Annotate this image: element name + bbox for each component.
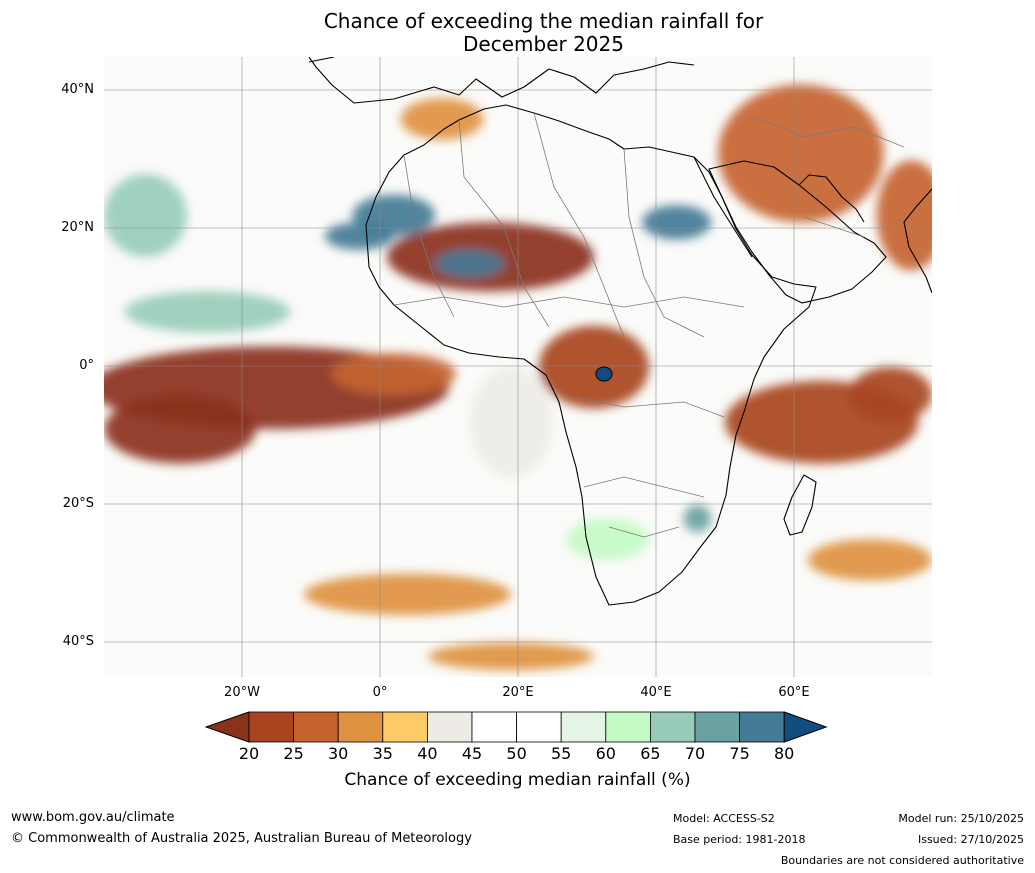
region-sahara-wet-sw xyxy=(324,222,394,250)
region-south-atlantic-mixed-dry xyxy=(304,573,512,615)
map-canvas xyxy=(104,57,932,677)
coastlines xyxy=(308,57,932,606)
lon-label-20e: 20°E xyxy=(502,685,534,700)
colorbar-tick-label: 45 xyxy=(461,744,483,763)
colorbar-tick-label: 75 xyxy=(729,744,750,763)
arabia-coastline xyxy=(708,160,887,304)
region-east-africa-dry xyxy=(538,325,650,409)
region-southern-africa-wet xyxy=(566,518,650,560)
region-iran-dry xyxy=(718,84,884,223)
lon-label-60e: 60°E xyxy=(778,685,810,700)
colorbar-tick-label: 30 xyxy=(328,744,349,763)
colorbar-segment xyxy=(248,711,294,743)
colorbar-tick-label: 65 xyxy=(640,744,661,763)
disclaimer-text: Boundaries are not considered authoritat… xyxy=(780,854,1024,867)
forecast-map xyxy=(104,57,932,677)
region-mediterranean-dry xyxy=(400,98,484,140)
issued-text: Issued: 27/10/2025 xyxy=(917,833,1024,846)
colorbar-tick-label: 40 xyxy=(417,744,438,763)
colorbar-tick-label: 35 xyxy=(372,744,393,763)
colorbar-segment xyxy=(471,711,517,743)
copyright-text: © Commonwealth of Australia 2025, Austra… xyxy=(11,831,472,846)
model-text: Model: ACCESS-S2 xyxy=(673,812,775,825)
red-sea-coastline xyxy=(693,156,753,258)
lon-label-20w: 20°W xyxy=(224,685,260,700)
region-south-atlantic-dry xyxy=(104,394,256,464)
country-borders xyxy=(393,112,905,538)
region-congo-neutral xyxy=(469,367,553,478)
colorbar-segment xyxy=(694,711,740,743)
region-india-dry xyxy=(876,160,932,271)
lat-label-40s: 40°S xyxy=(62,634,94,649)
lat-label-0: 0° xyxy=(79,358,94,373)
colorbar-segment xyxy=(293,711,339,743)
region-west-africa-wet xyxy=(124,291,291,333)
lat-label-20s: 20°S xyxy=(62,496,94,511)
colorbar-segment xyxy=(382,711,428,743)
region-gulf-of-guinea-dry xyxy=(331,353,456,395)
lat-label-20n: 20°N xyxy=(61,220,94,235)
colorbar-tick-label: 60 xyxy=(595,744,616,763)
region-arabia-wet xyxy=(642,205,712,240)
graticule xyxy=(104,57,932,677)
africa-coastline xyxy=(365,104,817,606)
lat-label-40n: 40°N xyxy=(61,82,94,97)
colorbar-tick-label: 50 xyxy=(506,744,527,763)
colorbar-segment xyxy=(516,711,562,743)
colorbar-tick-label: 25 xyxy=(283,744,304,763)
colorbar-segment xyxy=(649,711,696,743)
colorbar-tick-label: 55 xyxy=(551,744,572,763)
colorbar-tick-label: 70 xyxy=(684,744,706,763)
colorbar xyxy=(205,711,828,743)
colorbar-segment xyxy=(426,711,473,743)
colorbar-segment xyxy=(337,711,384,743)
region-indian-ocean-east-dry xyxy=(849,367,932,423)
europe-coastline xyxy=(308,57,695,104)
region-southern-ocean-dry xyxy=(428,642,594,671)
lon-label-40e: 40°E xyxy=(640,685,672,700)
chart-title: Chance of exceeding the median rainfall … xyxy=(0,10,1035,56)
madagascar-coastline xyxy=(783,474,817,536)
colorbar-segment xyxy=(739,711,785,743)
colorbar-segment xyxy=(560,711,607,743)
region-north-atlantic-wet xyxy=(104,174,187,257)
region-sahara-wet-central xyxy=(435,249,505,278)
persian-gulf-coastline xyxy=(798,174,865,223)
colorbar-segment xyxy=(605,711,651,743)
colorbar-high-arrow xyxy=(783,711,828,743)
base-period-text: Base period: 1981-2018 xyxy=(673,833,806,846)
colorbar-low-arrow xyxy=(205,711,250,743)
model-run-text: Model run: 25/10/2025 xyxy=(898,812,1024,825)
colorbar-tick-label: 20 xyxy=(238,744,260,763)
title-line-1: Chance of exceeding the median rainfall … xyxy=(323,9,764,33)
lake-victoria xyxy=(595,366,613,382)
region-madagascar-wet xyxy=(683,504,712,533)
website-text: www.bom.gov.au/climate xyxy=(11,810,175,825)
colorbar-label: Chance of exceeding median rainfall (%) xyxy=(344,770,691,790)
india-coastline xyxy=(903,188,932,294)
title-line-2: December 2025 xyxy=(463,32,624,56)
colorbar-tick-label: 80 xyxy=(774,744,795,763)
lon-label-0: 0° xyxy=(372,685,388,700)
region-south-indian-dry xyxy=(807,539,932,581)
iberia-coastline xyxy=(308,57,335,63)
